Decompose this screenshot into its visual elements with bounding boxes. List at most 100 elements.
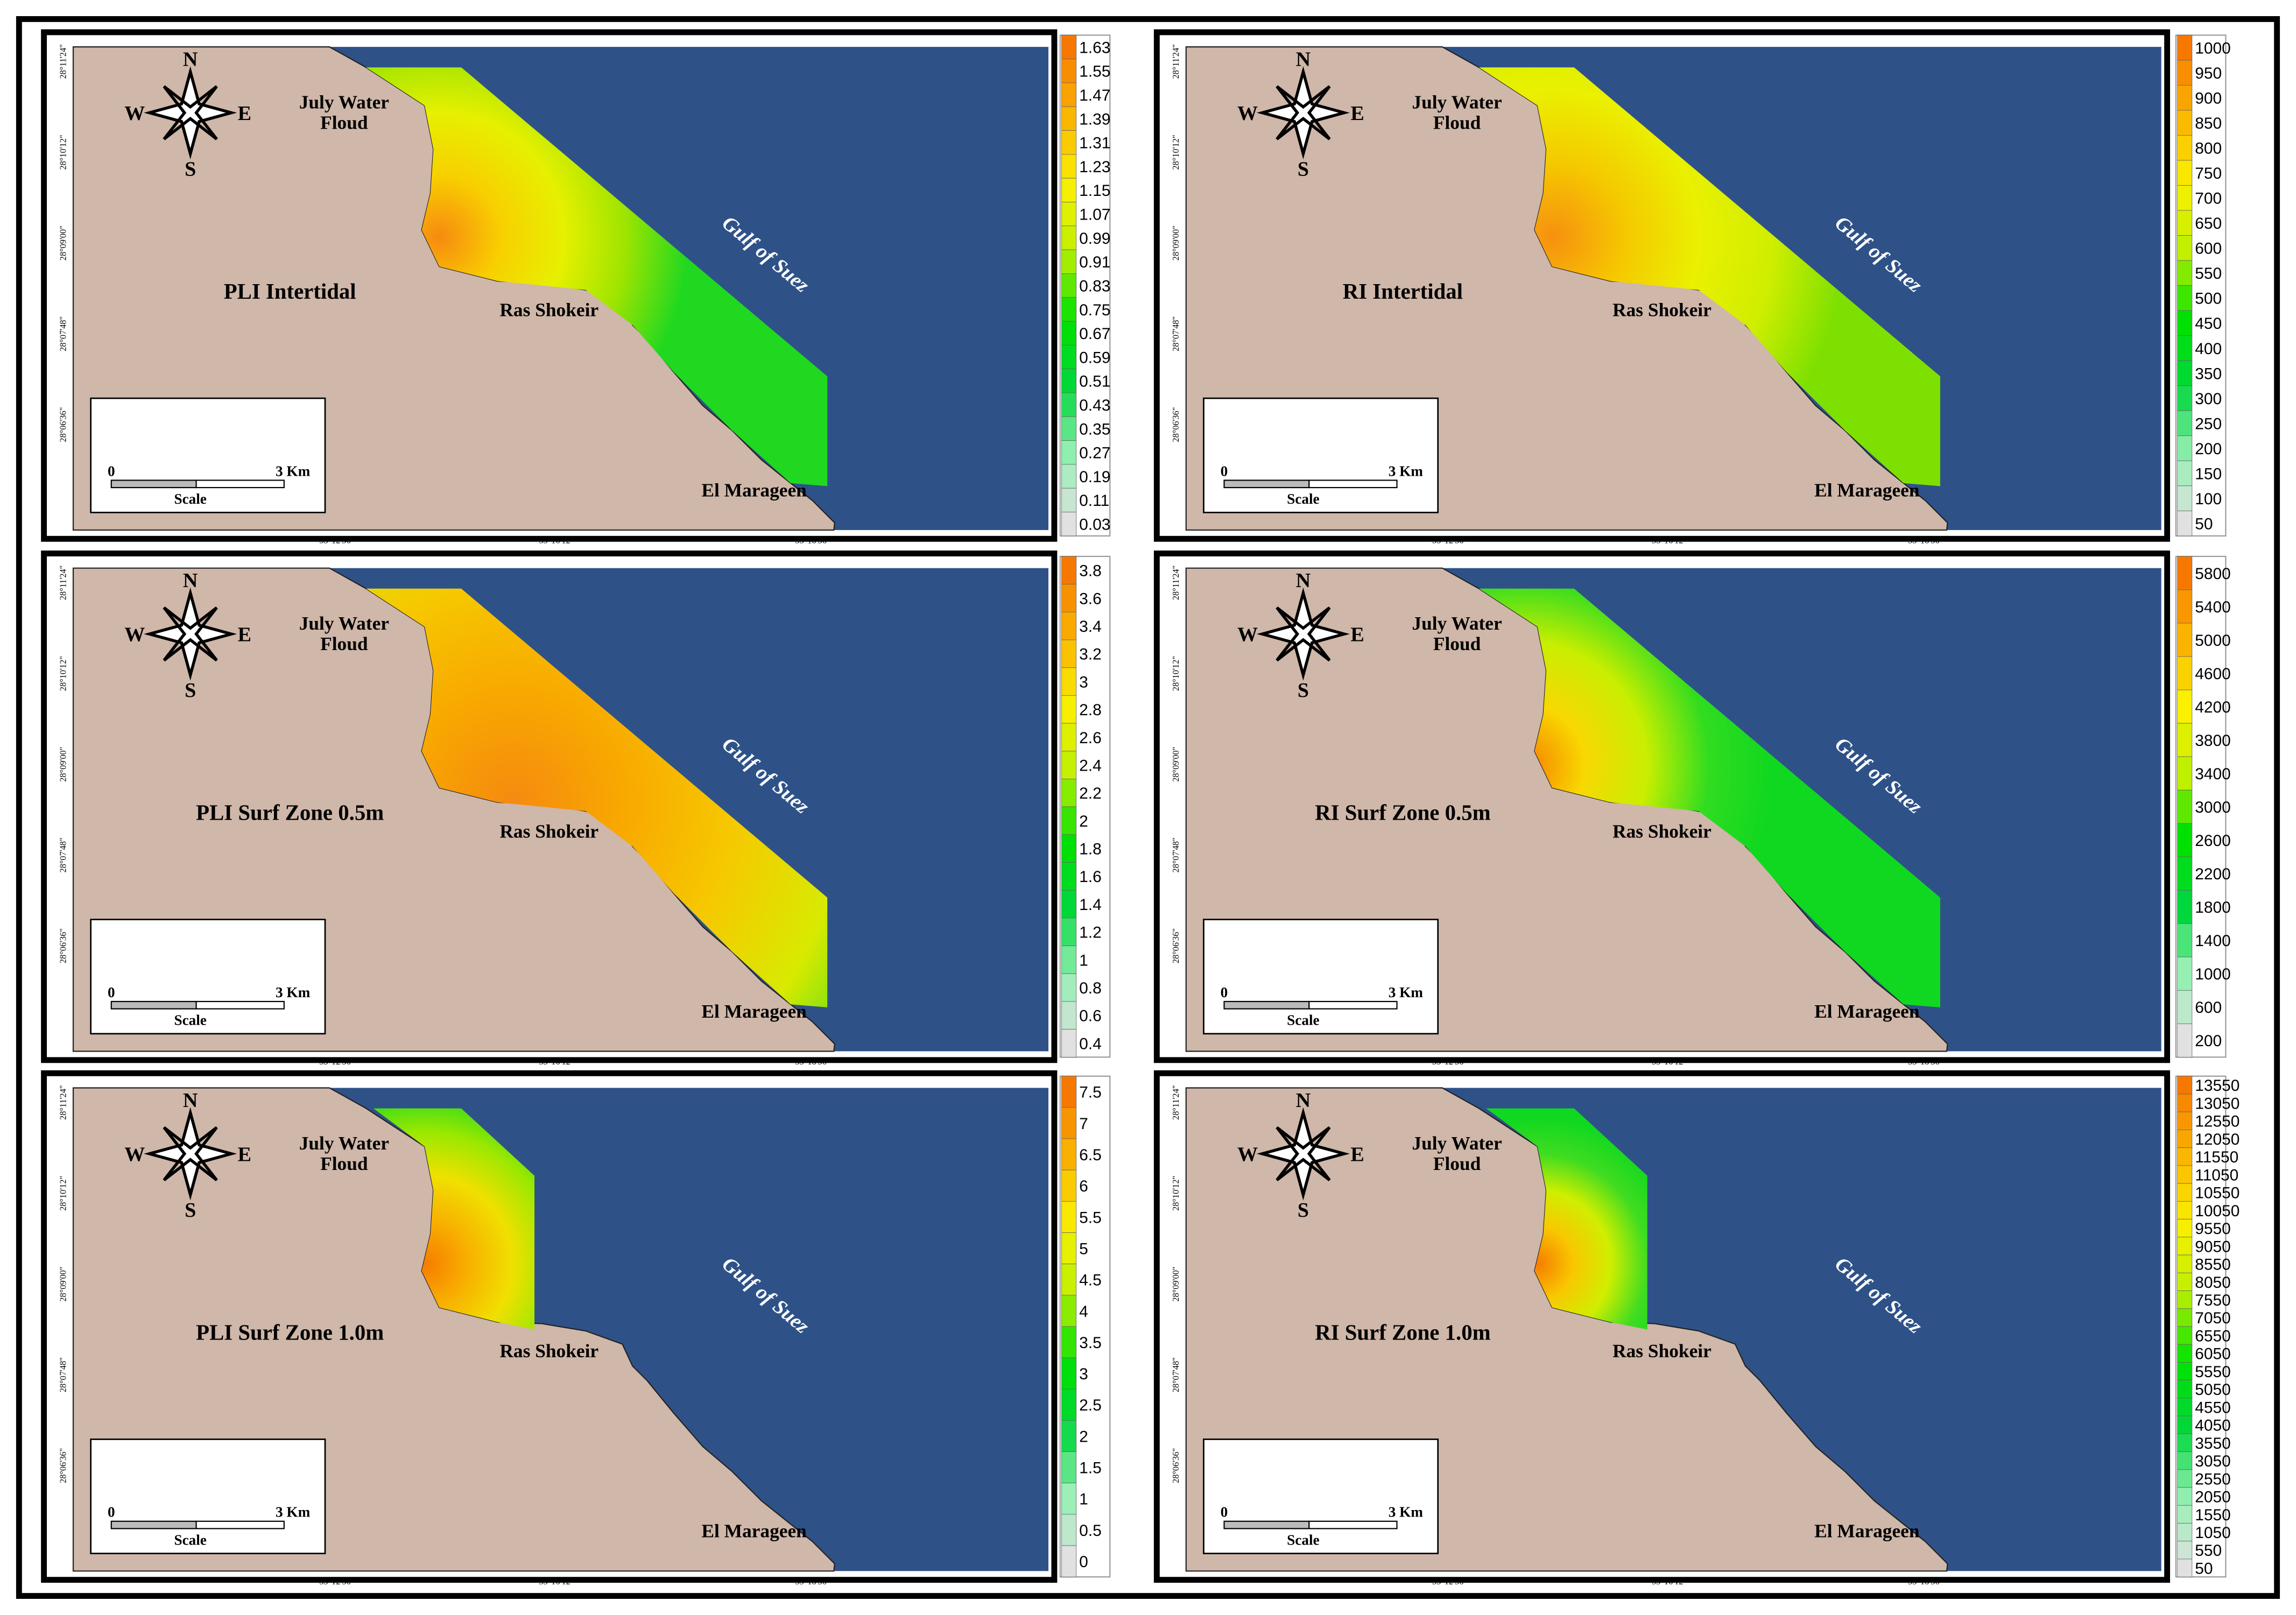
legend-swatch bbox=[2177, 723, 2193, 757]
longitude-label: 33°16'12" bbox=[1652, 1056, 1687, 1067]
longitude-label: 33°16'12" bbox=[539, 535, 574, 545]
latitude-label: 28°07'48" bbox=[58, 837, 68, 872]
legend-label: 100 bbox=[2195, 490, 2222, 508]
legend-label: 0 bbox=[1079, 1553, 1088, 1571]
legend-swatch bbox=[2177, 1558, 2193, 1577]
legend-swatch bbox=[1061, 82, 1077, 107]
legend-label: 1.63 bbox=[1079, 39, 1110, 57]
place-label: Floud bbox=[1433, 633, 1481, 654]
legend-swatch bbox=[2177, 1505, 2193, 1524]
latitude-label: 28°10'12" bbox=[58, 1176, 68, 1211]
legend-label: 2600 bbox=[2195, 832, 2231, 850]
scale-start: 0 bbox=[108, 463, 115, 479]
longitude-label: 33°12'36" bbox=[319, 535, 354, 545]
legend-label: 1050 bbox=[2195, 1524, 2231, 1542]
legend-swatch bbox=[2177, 1469, 2193, 1488]
scale-box bbox=[90, 1438, 326, 1555]
legend-label: 5000 bbox=[2195, 632, 2231, 650]
legend-label: 12050 bbox=[2195, 1131, 2239, 1148]
index-zone bbox=[366, 588, 828, 1007]
legend-label: 9550 bbox=[2195, 1220, 2231, 1238]
legend-swatch bbox=[2177, 460, 2193, 486]
latitude-label: 28°07'48" bbox=[1171, 837, 1181, 872]
legend-label: 1000 bbox=[2195, 39, 2231, 57]
legend-swatch bbox=[2177, 335, 2193, 361]
legend-swatch bbox=[1061, 225, 1077, 250]
legend-label: 300 bbox=[2195, 390, 2222, 408]
legend-label: 400 bbox=[2195, 340, 2222, 358]
outer-border bbox=[16, 16, 2280, 1599]
legend-swatch bbox=[2177, 510, 2193, 537]
legend-swatch bbox=[2177, 1094, 2193, 1112]
legend-swatch bbox=[1061, 1138, 1077, 1170]
legend-swatch bbox=[1061, 106, 1077, 131]
legend-label: 7550 bbox=[2195, 1292, 2231, 1309]
legend-label: 8550 bbox=[2195, 1256, 2231, 1274]
legend-swatch bbox=[2177, 1451, 2193, 1470]
legend-swatch bbox=[1061, 779, 1077, 807]
index-zone bbox=[373, 1108, 535, 1330]
scale-label: Scale bbox=[174, 1012, 206, 1028]
legend-label: 200 bbox=[2195, 1032, 2222, 1050]
legend-label: 850 bbox=[2195, 115, 2222, 132]
legend-swatch bbox=[2177, 1290, 2193, 1309]
legend-swatch bbox=[1061, 392, 1077, 417]
legend-label: 5 bbox=[1079, 1240, 1088, 1258]
legend-label: 1.47 bbox=[1079, 87, 1110, 104]
longitude-label: 33°18'36" bbox=[795, 535, 830, 545]
legend-label: 1.2 bbox=[1079, 924, 1102, 942]
latitude-label: 28°11'24" bbox=[1171, 44, 1181, 79]
scale-end: 3 Km bbox=[1389, 984, 1424, 1000]
legend-swatch bbox=[2177, 310, 2193, 336]
scale-bar bbox=[110, 1520, 197, 1529]
legend-swatch bbox=[1061, 344, 1077, 370]
scale-start: 0 bbox=[108, 1504, 115, 1520]
legend-swatch bbox=[1061, 249, 1077, 274]
index-zone bbox=[366, 67, 828, 486]
compass-n: N bbox=[1296, 1089, 1311, 1112]
compass-s: S bbox=[185, 158, 196, 181]
legend-swatch bbox=[2177, 1111, 2193, 1130]
latitude-label: 28°06'36" bbox=[1171, 407, 1181, 442]
latitude-label: 28°09'00" bbox=[58, 747, 68, 782]
panel-title: PLI Intertidal bbox=[224, 279, 356, 304]
legend-label: 550 bbox=[2195, 265, 2222, 283]
legend-label: 2.5 bbox=[1079, 1397, 1102, 1414]
place-label: Floud bbox=[1433, 111, 1481, 133]
legend-label: 3.5 bbox=[1079, 1334, 1102, 1352]
legend-label: 8050 bbox=[2195, 1274, 2231, 1292]
legend-swatch bbox=[1061, 1545, 1077, 1577]
latitude-label: 28°06'36" bbox=[58, 1448, 68, 1483]
legend-swatch bbox=[1061, 973, 1077, 1002]
place-label: Ras Shokeir bbox=[1612, 820, 1712, 842]
legend-label: 10550 bbox=[2195, 1184, 2239, 1202]
legend-label: 12550 bbox=[2195, 1113, 2239, 1131]
legend-swatch bbox=[2177, 210, 2193, 236]
legend: 1000 950 900 850 800 750 700 650 600 550 500 450 400… bbox=[2175, 34, 2231, 537]
legend-label: 0.51 bbox=[1079, 373, 1110, 391]
place-label: July Water bbox=[299, 612, 389, 634]
legend-label: 11550 bbox=[2195, 1148, 2238, 1166]
scale-box bbox=[90, 397, 326, 513]
legend-label: 750 bbox=[2195, 165, 2222, 182]
longitude-label: 33°12'36" bbox=[319, 1576, 354, 1586]
legend-label: 7050 bbox=[2195, 1309, 2231, 1327]
compass-e: E bbox=[238, 1144, 251, 1166]
compass-rose-diag bbox=[1276, 606, 1331, 662]
latitude-label: 28°09'00" bbox=[1171, 225, 1181, 260]
legend-label: 3.2 bbox=[1079, 646, 1102, 664]
legend-swatch bbox=[2177, 84, 2193, 111]
legend-swatch bbox=[1061, 1295, 1077, 1327]
legend-swatch bbox=[1061, 1264, 1077, 1296]
scale-start: 0 bbox=[1221, 1504, 1228, 1520]
index-zone bbox=[1486, 1108, 1647, 1330]
scale-bar bbox=[195, 479, 285, 489]
compass-rose-diag bbox=[163, 1126, 218, 1182]
legend-label: 3 bbox=[1079, 1365, 1088, 1383]
legend-swatch bbox=[1061, 862, 1077, 891]
legend-swatch bbox=[2177, 135, 2193, 161]
scale-end: 3 Km bbox=[1389, 463, 1424, 479]
